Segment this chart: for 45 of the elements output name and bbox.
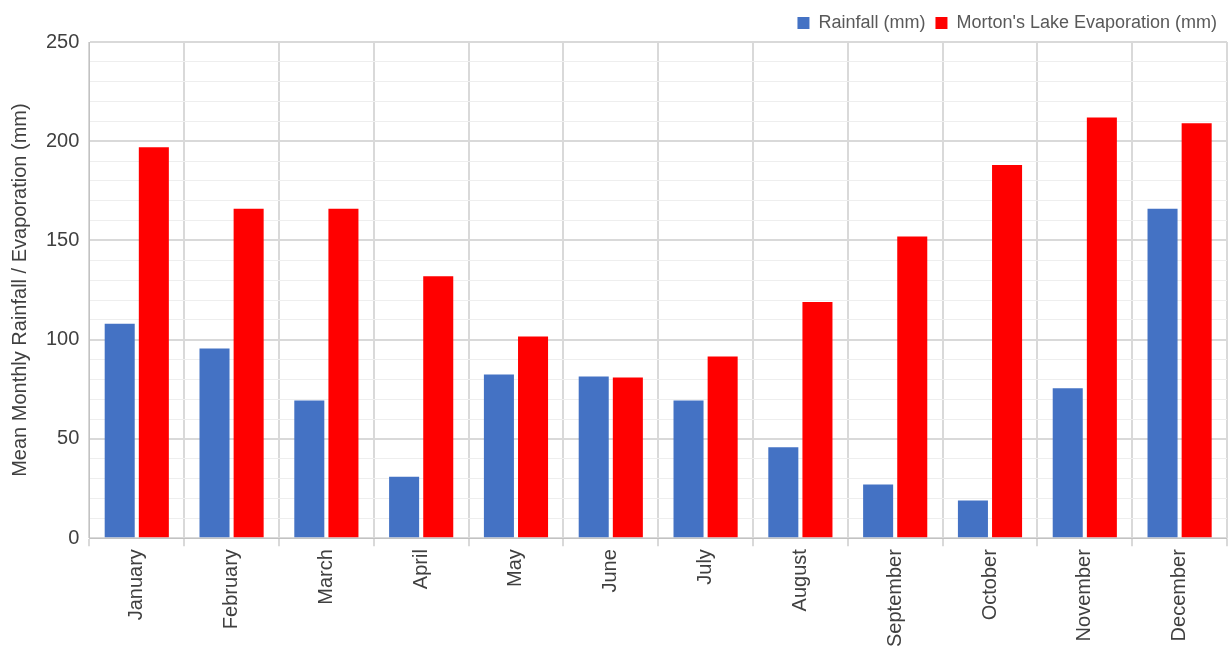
bar: [483, 374, 514, 538]
legend-label: Morton's Lake Evaporation (mm): [956, 11, 1218, 32]
bar: [992, 165, 1023, 538]
x-tick-label: August: [787, 548, 810, 612]
bar: [389, 476, 420, 538]
y-tick-label: 50: [57, 426, 80, 449]
y-tick-label: 250: [45, 29, 80, 52]
x-tick-label: March: [313, 549, 336, 605]
x-tick-label: May: [503, 549, 526, 587]
bar: [233, 208, 264, 538]
bar: [897, 236, 928, 538]
y-tick-label: 200: [45, 128, 80, 151]
bar: [138, 147, 169, 538]
y-tick-label: 150: [45, 227, 80, 250]
bar: [1052, 388, 1083, 538]
legend-label: Rainfall (mm): [818, 11, 926, 32]
x-tick-label: July: [693, 549, 716, 585]
bar: [423, 276, 454, 538]
bar: [104, 323, 135, 538]
x-tick-label: December: [1167, 548, 1190, 642]
bar: [768, 447, 799, 538]
y-tick-label: 100: [45, 327, 80, 350]
bar: [612, 377, 643, 538]
bar: [518, 336, 549, 538]
x-tick-label: November: [1072, 548, 1095, 642]
bar: [1181, 123, 1212, 538]
bar: [199, 348, 230, 538]
bar: [673, 400, 704, 538]
bar: [578, 376, 609, 538]
x-tick-label: January: [124, 549, 147, 621]
x-tick-label: April: [408, 549, 431, 590]
x-tick-label: October: [977, 548, 1000, 621]
y-axis-title: Mean Monthly Rainfall / Evaporation (mm): [7, 103, 30, 477]
x-tick-label: June: [598, 549, 621, 593]
bar: [863, 484, 894, 538]
bar: [1086, 117, 1117, 538]
bar: [707, 356, 738, 538]
x-tick-label: February: [219, 549, 242, 630]
bar: [957, 500, 988, 538]
y-tick-label: 0: [68, 525, 80, 548]
bar: [294, 400, 325, 538]
bar: [328, 208, 359, 538]
bar: [802, 301, 833, 538]
bar: [1147, 208, 1178, 538]
x-tick-label: September: [882, 548, 905, 648]
